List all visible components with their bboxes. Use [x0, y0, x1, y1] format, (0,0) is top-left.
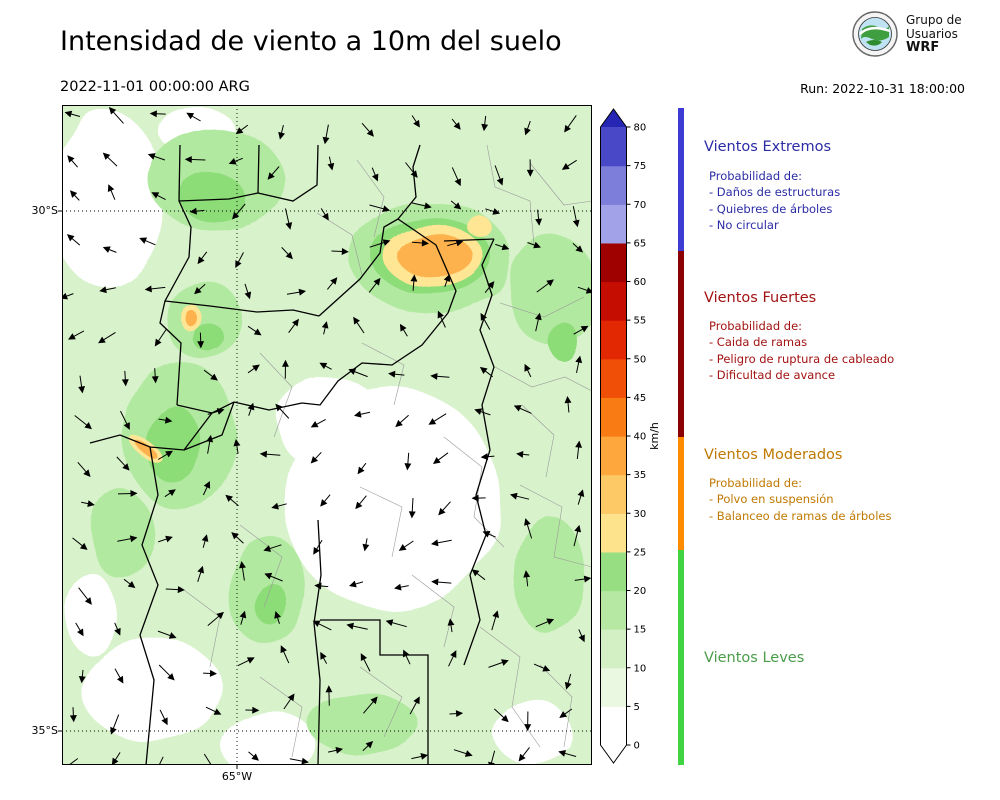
svg-text:25: 25: [634, 547, 647, 558]
legend-item: - Quiebres de árboles: [709, 201, 833, 216]
svg-text:35: 35: [634, 470, 647, 481]
x-axis-label-65w: 65°W: [221, 770, 253, 783]
svg-text:5: 5: [634, 702, 640, 713]
legend-body-moderados: Probabilidad de: - Polvo en suspensión -…: [709, 475, 994, 524]
legend-bar-extremos: [678, 108, 684, 251]
valid-time-label: 2022-11-01 00:00:00 ARG: [60, 79, 250, 95]
legend-title-leves: Vientos Leves: [704, 650, 805, 666]
legend-item: - Balanceo de ramas de árboles: [709, 508, 892, 523]
y-axis-label-30s: 30°S: [31, 204, 58, 217]
logo-line-1: Grupo de: [906, 13, 962, 27]
province-borders: [89, 144, 495, 765]
legend-item: - Polvo en suspensión: [709, 492, 834, 507]
svg-text:50: 50: [634, 354, 647, 365]
svg-text:10: 10: [634, 663, 647, 674]
wind-map-canvas: [58, 105, 592, 769]
legend-item: - No circular: [709, 218, 779, 233]
legend-bar-moderados: [678, 437, 684, 550]
legend-item: - Dificultad de avance: [709, 368, 836, 383]
svg-text:60: 60: [634, 277, 647, 288]
svg-text:30: 30: [634, 509, 647, 520]
legend-bar-fuertes: [678, 251, 684, 437]
svg-text:15: 15: [634, 625, 647, 636]
y-axis-label-35s: 35°S: [31, 724, 58, 737]
globe-icon: [852, 11, 898, 57]
svg-text:40: 40: [634, 432, 647, 443]
svg-text:20: 20: [634, 586, 647, 597]
wind-vector-arrows: [62, 107, 592, 765]
run-time-label: Run: 2022-10-31 18:00:00: [800, 81, 965, 96]
logo-text: Grupo de Usuarios WRF: [906, 13, 962, 55]
wind-map: [58, 105, 592, 769]
legend-item: - Daños de estructuras: [709, 185, 841, 200]
svg-text:80: 80: [634, 123, 647, 134]
colorbar: 0 5 10 15 20 25 30 35 40 45 50 55 60 65 70 75 80: [600, 108, 647, 764]
colorbar-unit-label: km/h: [648, 422, 661, 450]
page-title: Intensidad de viento a 10m del suelo: [60, 26, 562, 57]
legend-item: - Caida de ramas: [709, 335, 808, 350]
moderate-wind-orange-area: [131, 218, 493, 463]
legend-title-moderados: Vientos Moderados: [704, 447, 843, 463]
map-frame: [62, 105, 592, 765]
legend-body-fuertes: Probabilidad de: - Caida de ramas - Peli…: [709, 318, 994, 384]
legend-prob-label: Probabilidad de:: [709, 169, 803, 183]
logo-line-3: WRF: [906, 40, 940, 55]
moderate-green-regions: [92, 130, 592, 753]
wrf-logo: Grupo de Usuarios WRF: [852, 11, 962, 57]
legend-title-fuertes: Vientos Fuertes: [704, 290, 817, 306]
legend-prob-label: Probabilidad de:: [709, 476, 803, 490]
logo-line-2: Usuarios: [906, 27, 958, 41]
graticule-lines: [62, 105, 592, 765]
legend-prob-label: Probabilidad de:: [709, 319, 803, 333]
svg-text:75: 75: [634, 161, 647, 172]
legend-body-extremos: Probabilidad de: - Daños de estructuras …: [709, 168, 994, 234]
axis-ticks: [58, 210, 238, 769]
legend-title-extremos: Vientos Extremos: [704, 139, 832, 155]
legend-bar-leves: [678, 550, 684, 765]
svg-text:0: 0: [634, 741, 640, 752]
legend-item: - Peligro de ruptura de cableado: [709, 351, 895, 366]
svg-text:55: 55: [634, 316, 647, 327]
svg-text:65: 65: [634, 238, 647, 249]
svg-text:70: 70: [634, 200, 647, 211]
department-borders: [179, 144, 592, 758]
svg-text:45: 45: [634, 393, 647, 404]
calm-wind-regions: [62, 107, 572, 765]
